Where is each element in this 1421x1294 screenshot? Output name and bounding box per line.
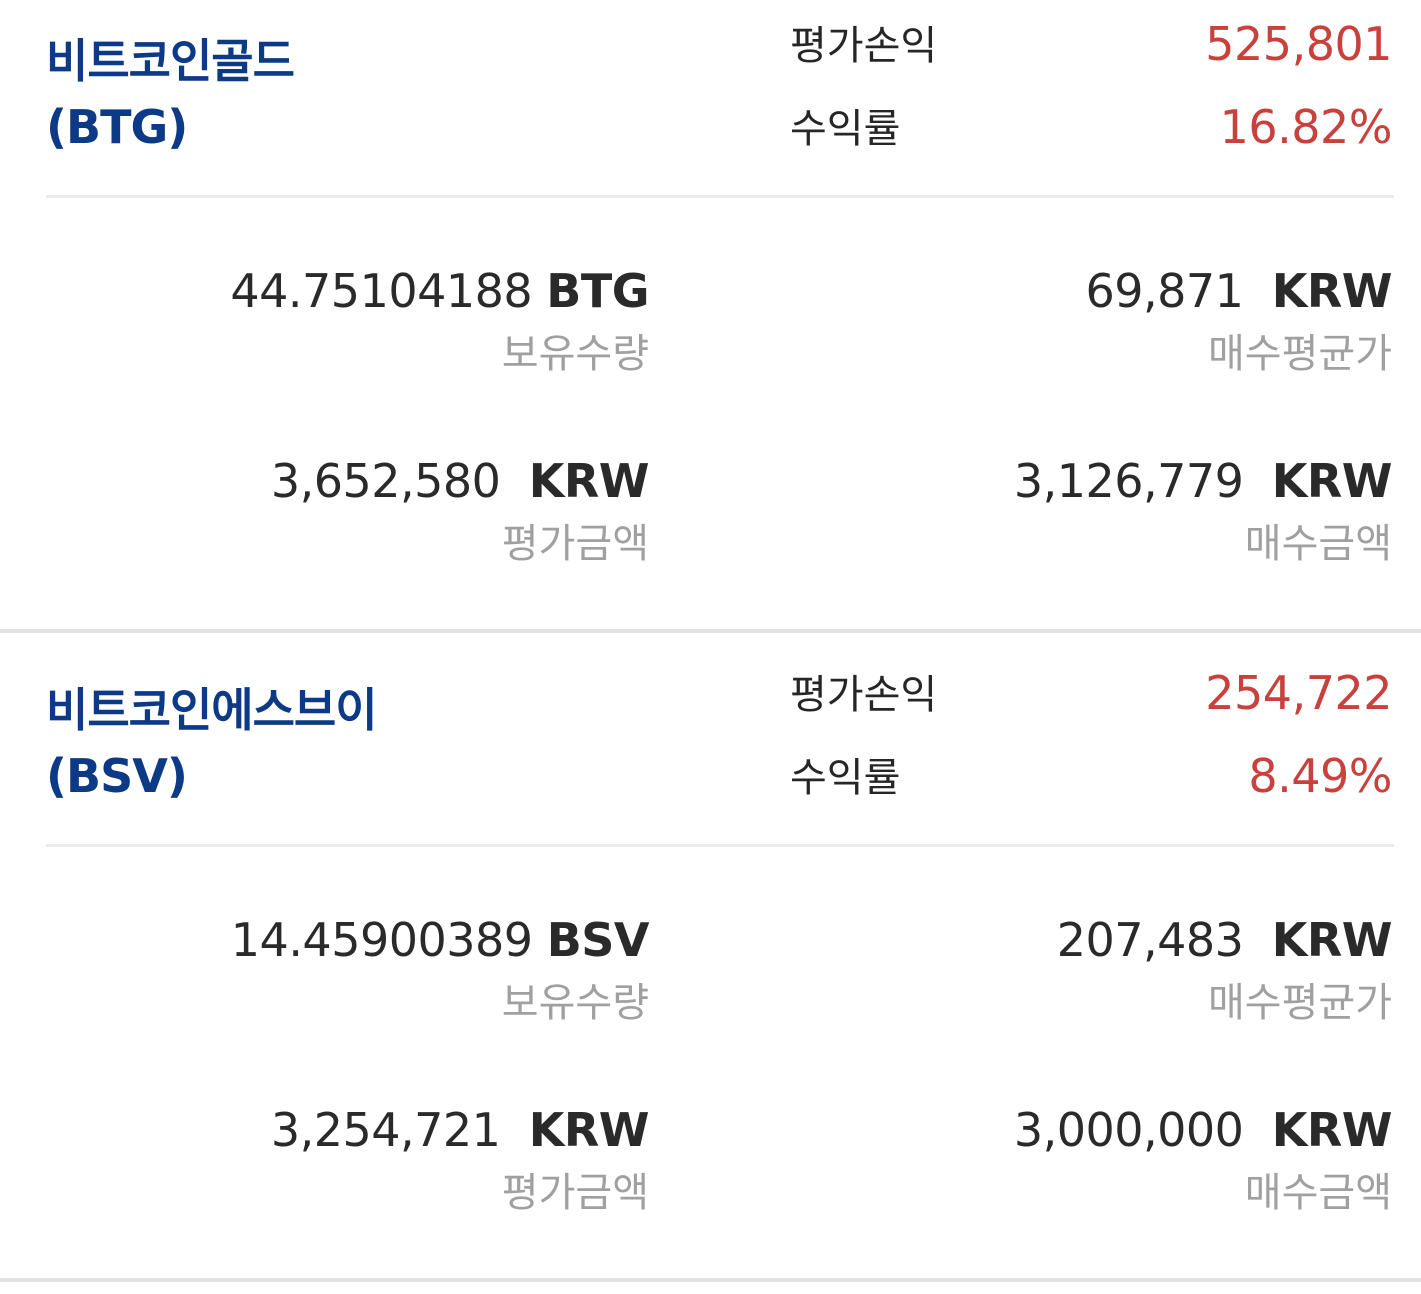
divider xyxy=(46,195,1394,198)
section-divider xyxy=(0,1278,1421,1282)
pnl-value: 525,801 xyxy=(1205,17,1392,71)
pnl-label: 평가손익 xyxy=(790,672,938,718)
buy-amount-label: 매수금액 xyxy=(1244,521,1392,567)
eval-amount-label: 평가금액 xyxy=(501,521,649,567)
coin-symbol: (BTG) xyxy=(46,100,188,154)
holding-quantity: 14.45900389 BSV 보유수량 xyxy=(230,911,650,1029)
evaluation-amount: 3,254,721 KRW 평가금액 xyxy=(270,1101,650,1219)
asset-card-bsv[interactable]: 비트코인에스브이 (BSV) 평가손익 254,722 수익률 8.49% 14… xyxy=(0,649,1421,1294)
quantity-unit: BSV xyxy=(546,913,650,967)
pnl-value: 254,722 xyxy=(1205,666,1392,720)
buy-amount: 3,000,000 KRW 매수금액 xyxy=(1013,1101,1393,1219)
section-divider xyxy=(0,629,1421,633)
eval-amount-unit: KRW xyxy=(528,454,650,508)
asset-card-btg[interactable]: 비트코인골드 (BTG) 평가손익 525,801 수익률 16.82% 44.… xyxy=(0,0,1421,650)
buy-amount-value: 3,000,000 xyxy=(1013,1103,1244,1157)
eval-amount-unit: KRW xyxy=(528,1103,650,1157)
coin-name: 비트코인에스브이 (BSV) xyxy=(46,677,378,809)
quantity-value: 14.45900389 xyxy=(230,913,533,967)
buy-amount: 3,126,779 KRW 매수금액 xyxy=(1013,452,1393,570)
return-value: 16.82% xyxy=(1219,100,1393,154)
pnl-label: 평가손익 xyxy=(790,23,938,69)
avg-price-label: 매수평균가 xyxy=(1208,331,1392,377)
avg-price-value: 207,483 xyxy=(1056,913,1244,967)
avg-price-unit: KRW xyxy=(1271,264,1393,318)
divider xyxy=(46,844,1394,847)
eval-amount-value: 3,254,721 xyxy=(270,1103,501,1157)
coin-korean-name: 비트코인골드 xyxy=(46,34,295,88)
quantity-value: 44.75104188 xyxy=(230,264,533,318)
eval-amount-value: 3,652,580 xyxy=(270,454,501,508)
buy-amount-value: 3,126,779 xyxy=(1013,454,1244,508)
quantity-label: 보유수량 xyxy=(501,331,649,377)
coin-symbol: (BSV) xyxy=(46,749,188,803)
avg-price-unit: KRW xyxy=(1271,913,1393,967)
return-value: 8.49% xyxy=(1248,749,1392,803)
avg-buy-price: 207,483 KRW 매수평균가 xyxy=(1056,911,1393,1029)
evaluation-amount: 3,652,580 KRW 평가금액 xyxy=(270,452,650,570)
buy-amount-unit: KRW xyxy=(1271,454,1393,508)
coin-name: 비트코인골드 (BTG) xyxy=(46,28,295,160)
coin-korean-name: 비트코인에스브이 xyxy=(46,683,378,737)
buy-amount-label: 매수금액 xyxy=(1244,1170,1392,1216)
return-label: 수익률 xyxy=(790,755,901,801)
holding-quantity: 44.75104188 BTG 보유수량 xyxy=(230,262,649,380)
avg-price-value: 69,871 xyxy=(1085,264,1244,318)
avg-buy-price: 69,871 KRW 매수평균가 xyxy=(1085,262,1392,380)
quantity-label: 보유수량 xyxy=(501,980,649,1026)
return-label: 수익률 xyxy=(790,106,901,152)
avg-price-label: 매수평균가 xyxy=(1208,980,1392,1026)
eval-amount-label: 평가금액 xyxy=(501,1170,649,1216)
quantity-unit: BTG xyxy=(546,264,649,318)
buy-amount-unit: KRW xyxy=(1271,1103,1393,1157)
